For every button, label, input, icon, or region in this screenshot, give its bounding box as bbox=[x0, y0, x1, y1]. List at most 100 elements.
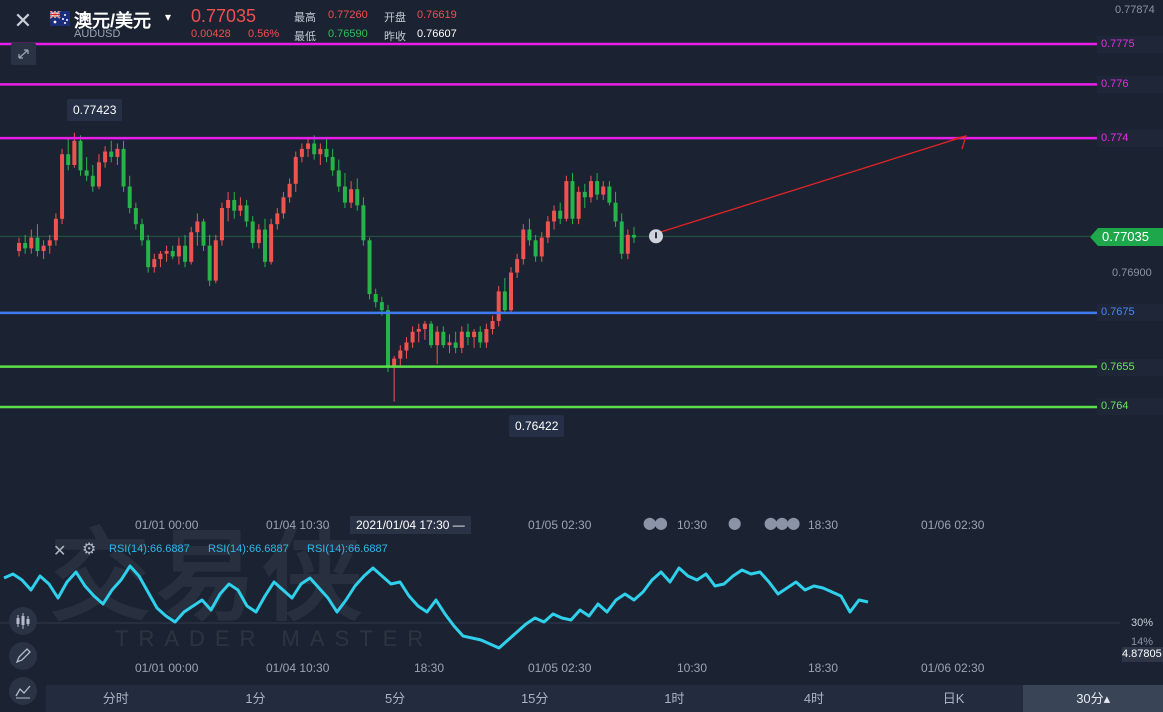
rsi-level-14: 14% bbox=[1131, 636, 1154, 648]
candle bbox=[429, 323, 434, 346]
axis-top-label: 0.77874 bbox=[1115, 4, 1155, 16]
chevron-down-icon[interactable]: ▾ bbox=[165, 10, 172, 24]
tab-4h[interactable]: 4时 bbox=[803, 691, 825, 706]
candle bbox=[158, 253, 163, 260]
symbol-name[interactable]: 澳元/美元 bbox=[74, 11, 152, 31]
candle bbox=[103, 151, 108, 163]
time-label-0: 01/01 00:00 bbox=[135, 518, 199, 532]
tab-15m[interactable]: 15分 bbox=[520, 691, 549, 706]
candle bbox=[404, 342, 409, 351]
low-callout: 0.76422 bbox=[509, 415, 565, 437]
candle-type-button[interactable] bbox=[9, 607, 37, 635]
candle bbox=[459, 331, 464, 348]
rsi-label-2: RSI(14):66.6887 bbox=[307, 543, 388, 555]
candle bbox=[367, 240, 372, 295]
candle bbox=[250, 221, 255, 243]
indicator-icon bbox=[15, 685, 31, 699]
trend-arrow-head bbox=[952, 135, 967, 150]
candle bbox=[336, 170, 341, 187]
rsi-time-4: 10:30 bbox=[677, 661, 708, 675]
candle bbox=[632, 234, 636, 238]
candle bbox=[189, 232, 194, 262]
candle bbox=[342, 186, 347, 203]
candle bbox=[281, 197, 286, 214]
tab-1h[interactable]: 1时 bbox=[664, 691, 685, 706]
rsi-level-30: 30% bbox=[1131, 617, 1154, 629]
candle bbox=[53, 218, 58, 241]
close-indicator-icon[interactable]: ✕ bbox=[53, 543, 67, 560]
candle bbox=[386, 310, 390, 367]
indicator-button[interactable] bbox=[9, 677, 37, 705]
rsi-line bbox=[3, 564, 869, 650]
candle bbox=[398, 350, 403, 359]
level-tag-3[interactable]: 0.7675 bbox=[1097, 304, 1163, 321]
tab-5m[interactable]: 5分 bbox=[384, 691, 406, 706]
candle bbox=[23, 242, 28, 249]
rsi-time-0: 01/01 00:00 bbox=[135, 661, 199, 675]
candle bbox=[176, 245, 181, 257]
candle bbox=[570, 181, 575, 219]
candle bbox=[35, 237, 40, 252]
event-dots-icon-2[interactable]: ⬤⬤⬤ bbox=[764, 516, 800, 530]
candle bbox=[152, 259, 157, 268]
candle bbox=[349, 189, 354, 203]
tab-1m[interactable]: 1分 bbox=[245, 691, 266, 706]
candle bbox=[515, 259, 520, 273]
candle bbox=[312, 143, 317, 155]
candle bbox=[392, 358, 397, 367]
candle bbox=[47, 240, 52, 246]
tab-daily[interactable]: 日K bbox=[942, 691, 965, 706]
candle bbox=[379, 302, 384, 311]
gear-icon[interactable]: ⚙ bbox=[82, 541, 97, 558]
level-tag-2[interactable]: 0.774 bbox=[1097, 130, 1163, 147]
event-dots-icon[interactable]: ⬤⬤ bbox=[643, 516, 668, 530]
candle bbox=[90, 175, 95, 187]
candle bbox=[72, 140, 77, 165]
candle bbox=[109, 151, 114, 157]
level-tag-4[interactable]: 0.7655 bbox=[1097, 359, 1163, 376]
close-icon[interactable]: ✕ bbox=[13, 8, 33, 33]
candle bbox=[484, 329, 489, 343]
candle bbox=[601, 186, 606, 195]
candle bbox=[201, 221, 206, 246]
rsi-label-0: RSI(14):66.6887 bbox=[109, 543, 190, 555]
tab-30m[interactable]: 30分▴ bbox=[1023, 685, 1163, 712]
candle bbox=[552, 210, 557, 222]
candle bbox=[256, 229, 261, 243]
candle bbox=[41, 245, 46, 252]
candle bbox=[306, 143, 311, 149]
candle bbox=[183, 245, 188, 262]
candle bbox=[576, 191, 581, 219]
candle bbox=[545, 221, 550, 238]
rsi-time-1: 01/04 10:30 bbox=[266, 661, 330, 675]
high-value: 0.77260 bbox=[328, 9, 368, 21]
rsi-time-6: 01/06 02:30 bbox=[921, 661, 985, 675]
draw-tool-button[interactable] bbox=[9, 642, 37, 670]
level-tag-0[interactable]: 0.7775 bbox=[1097, 36, 1163, 53]
candle bbox=[244, 205, 249, 222]
candle bbox=[66, 154, 71, 165]
candle bbox=[287, 183, 292, 198]
candle bbox=[269, 224, 274, 262]
level-tag-5[interactable]: 0.764 bbox=[1097, 398, 1163, 415]
draw-pen-icon bbox=[15, 648, 31, 664]
level-tag-1[interactable]: 0.776 bbox=[1097, 76, 1163, 93]
event-dot-icon[interactable]: ⬤ bbox=[728, 516, 742, 530]
candle bbox=[465, 331, 470, 338]
candle bbox=[625, 234, 630, 254]
candle bbox=[533, 240, 538, 257]
candle bbox=[127, 186, 132, 209]
candle bbox=[213, 240, 218, 281]
expand-chart-button[interactable] bbox=[11, 43, 36, 65]
australia-flag-icon bbox=[50, 11, 70, 26]
candle bbox=[447, 342, 452, 346]
candle bbox=[558, 210, 563, 219]
candle bbox=[410, 331, 415, 343]
candle bbox=[29, 237, 34, 249]
high-callout: 0.77423 bbox=[67, 99, 123, 121]
candle bbox=[238, 205, 243, 211]
candle bbox=[361, 205, 366, 241]
candle bbox=[140, 224, 144, 241]
tab-timeshare[interactable]: 分时 bbox=[102, 691, 129, 706]
